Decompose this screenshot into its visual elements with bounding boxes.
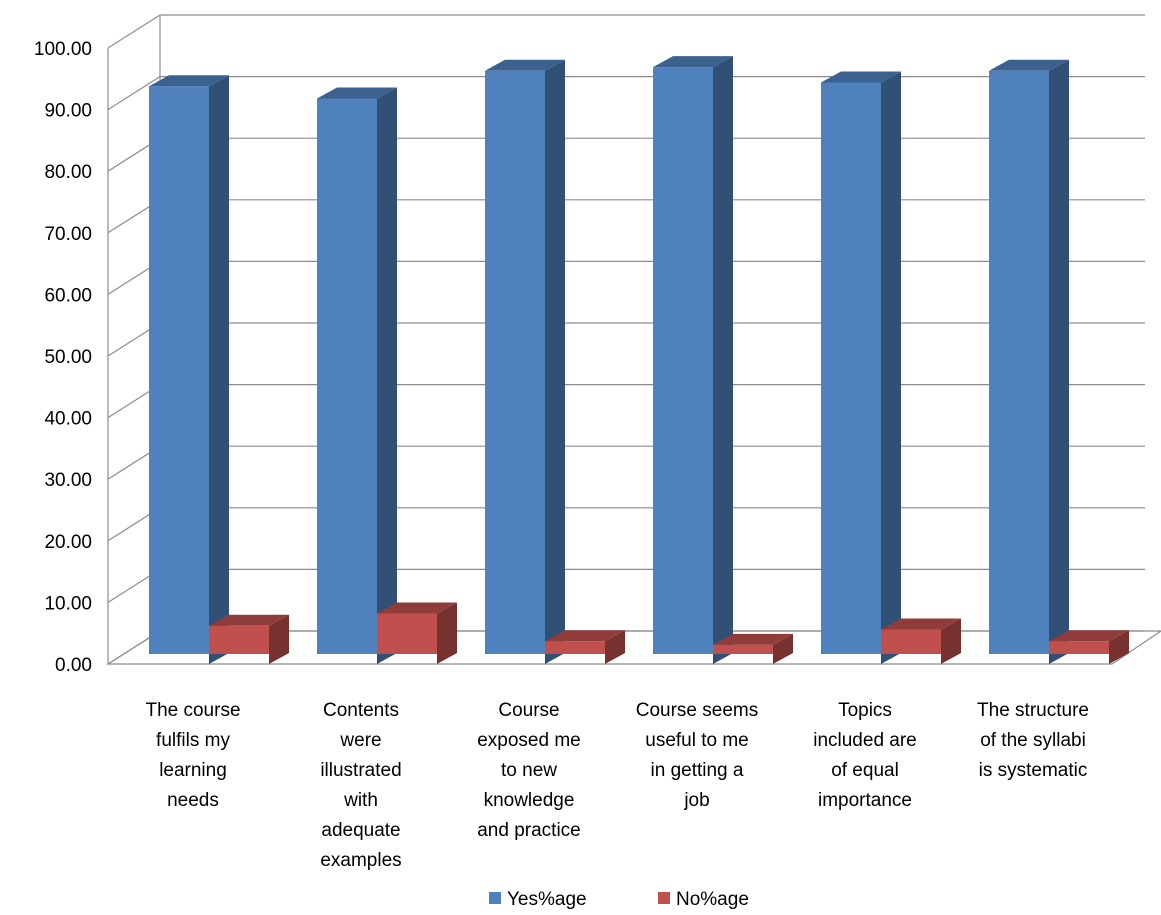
bar-no [881, 618, 961, 664]
bar-top [209, 614, 289, 626]
x-category-label: The structure of the syllabi is systematic [977, 700, 1089, 781]
bar-no [545, 630, 625, 664]
bars [149, 56, 1129, 665]
y-tick-label: 10.00 [44, 593, 92, 614]
bar-front [485, 70, 545, 655]
y-tick-label: 80.00 [44, 162, 92, 183]
bar-side [605, 630, 625, 664]
legend-item-yes: Yes%age [489, 889, 587, 910]
bar-front [149, 86, 209, 654]
y-tick-label: 90.00 [44, 101, 92, 122]
bar-top [149, 75, 229, 87]
wall-diagonal [107, 76, 161, 111]
y-tick-label: 20.00 [44, 532, 92, 553]
x-category-label: Contents were illustrated with adequate examp… [320, 700, 401, 871]
bar-front [317, 98, 377, 654]
x-category-label: The course fulfils my learning needs [145, 700, 240, 811]
legend: Yes%age No%age [489, 889, 749, 910]
bar-side [209, 75, 229, 664]
bar-front [821, 82, 881, 655]
bar-side [713, 56, 733, 664]
bar-top [713, 633, 793, 645]
legend-label: Yes%age [507, 889, 587, 910]
bar-no [713, 633, 793, 664]
legend-swatch [658, 892, 670, 904]
bar-top [881, 618, 961, 630]
bar-top [377, 602, 457, 614]
bar-yes [149, 75, 229, 664]
bar-yes [989, 59, 1069, 665]
bar-front [989, 70, 1049, 655]
bar-top [1049, 630, 1129, 642]
bar-side [941, 618, 961, 664]
bar-side [773, 633, 793, 664]
bar-side [1109, 630, 1129, 664]
x-category-label: Course seems useful to me in getting a job [636, 700, 759, 811]
bar-yes [653, 56, 733, 664]
bar-side [269, 614, 289, 664]
bar-top [317, 87, 397, 99]
bar-front [545, 641, 605, 654]
legend-item-no: No%age [658, 889, 749, 910]
bar-side [545, 59, 565, 665]
bar-no [1049, 630, 1129, 664]
x-category-label: Topics included are of equal importance [813, 700, 917, 811]
y-tick-label: 60.00 [44, 285, 92, 306]
bar-no [377, 602, 457, 664]
wall-diagonal [107, 14, 161, 49]
y-tick-label: 70.00 [44, 224, 92, 245]
y-tick-label: 100.00 [34, 39, 92, 60]
bar-front [653, 67, 713, 654]
bar-front [209, 625, 269, 654]
bar-yes [485, 59, 565, 665]
bar-top [545, 630, 625, 642]
y-tick-label: 50.00 [44, 347, 92, 368]
bar-front [377, 613, 437, 654]
legend-label: No%age [676, 889, 749, 910]
bar-side [1049, 59, 1069, 665]
bar-front [881, 629, 941, 654]
bar-yes [821, 71, 901, 665]
x-category-label: Course exposed me to new knowledge and pract… [477, 700, 581, 841]
bar-top [821, 71, 901, 83]
bar-front [713, 644, 773, 654]
y-tick-label: 0.00 [55, 655, 92, 676]
legend-swatch [489, 892, 501, 904]
bar-side [437, 602, 457, 664]
y-tick-label: 30.00 [44, 470, 92, 491]
floor [105, 630, 1161, 665]
bar-top [989, 59, 1069, 71]
bar-side [881, 71, 901, 665]
bar-yes [317, 87, 397, 664]
bar-top [653, 56, 733, 68]
y-tick-label: 40.00 [44, 409, 92, 430]
bar-no [209, 614, 289, 664]
x-axis-labels: The course fulfils my learning needs Content… [145, 700, 1088, 871]
bar-top [485, 59, 565, 71]
y-axis-ticks: 0.00 10.00 20.00 30.00 40.00 50.00 60.00 70.00 8… [34, 39, 92, 676]
bar-front [1049, 641, 1109, 654]
bar-side [377, 87, 397, 664]
